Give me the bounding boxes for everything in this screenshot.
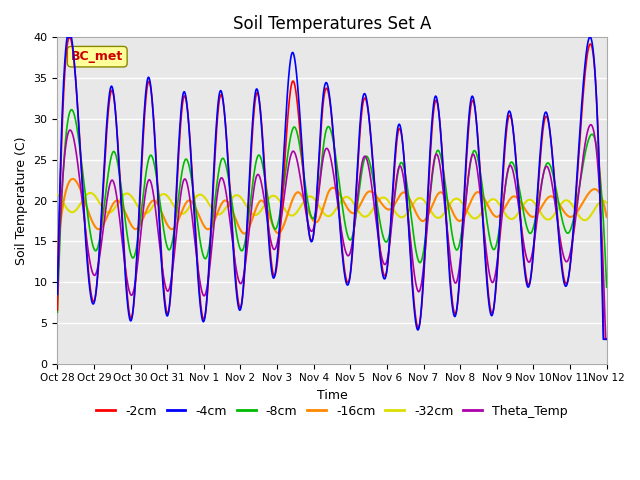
-32cm — [288, 213, 296, 218]
-16cm — [116, 200, 124, 205]
-8cm — [54, 310, 61, 315]
-4cm — [533, 198, 541, 204]
-2cm — [600, 336, 607, 342]
-16cm — [533, 212, 541, 217]
Title: Soil Temperatures Set A: Soil Temperatures Set A — [233, 15, 431, 33]
-16cm — [603, 214, 611, 220]
-32cm — [603, 200, 611, 206]
-2cm — [116, 180, 124, 185]
-32cm — [149, 204, 157, 209]
Theta_Temp — [148, 187, 156, 192]
Line: -8cm: -8cm — [58, 109, 607, 312]
X-axis label: Time: Time — [317, 389, 348, 402]
Theta_Temp — [603, 336, 611, 342]
-32cm — [86, 190, 94, 196]
-32cm — [54, 192, 61, 197]
-8cm — [116, 177, 124, 182]
-8cm — [68, 107, 76, 112]
Theta_Temp — [592, 143, 600, 149]
-2cm — [533, 204, 541, 210]
-4cm — [288, 50, 296, 56]
-2cm — [149, 105, 157, 111]
-4cm — [149, 107, 157, 112]
Line: -2cm: -2cm — [58, 37, 607, 339]
-16cm — [592, 187, 600, 192]
-16cm — [264, 209, 272, 215]
Line: -32cm: -32cm — [58, 193, 607, 220]
-4cm — [603, 336, 611, 342]
-32cm — [264, 196, 272, 202]
-2cm — [603, 336, 611, 342]
-8cm — [149, 156, 157, 161]
-2cm — [592, 86, 600, 92]
-2cm — [288, 80, 296, 85]
-2cm — [65, 35, 73, 40]
Legend: -2cm, -4cm, -8cm, -16cm, -32cm, Theta_Temp: -2cm, -4cm, -8cm, -16cm, -32cm, Theta_Te… — [92, 400, 573, 423]
-32cm — [116, 196, 124, 202]
Theta_Temp — [264, 222, 272, 228]
Text: BC_met: BC_met — [71, 50, 124, 63]
-4cm — [592, 87, 600, 93]
-4cm — [600, 336, 607, 342]
-2cm — [54, 307, 61, 313]
Theta_Temp — [587, 122, 595, 128]
-8cm — [592, 141, 600, 146]
-16cm — [288, 198, 296, 204]
-32cm — [593, 204, 600, 210]
-16cm — [149, 198, 157, 204]
-8cm — [533, 208, 541, 214]
Theta_Temp — [54, 287, 61, 293]
-4cm — [63, 35, 71, 40]
-2cm — [264, 220, 272, 226]
-32cm — [581, 217, 589, 223]
Theta_Temp — [533, 220, 541, 226]
-16cm — [54, 249, 61, 254]
Line: -16cm: -16cm — [58, 179, 607, 252]
Y-axis label: Soil Temperature (C): Soil Temperature (C) — [15, 136, 28, 265]
-8cm — [288, 128, 296, 134]
Theta_Temp — [116, 219, 124, 225]
Line: -4cm: -4cm — [58, 37, 607, 339]
Theta_Temp — [288, 150, 296, 156]
-8cm — [264, 197, 272, 203]
-32cm — [533, 204, 541, 209]
-4cm — [116, 184, 124, 190]
-16cm — [68, 176, 76, 182]
Theta_Temp — [602, 336, 609, 342]
-8cm — [603, 284, 611, 290]
Line: Theta_Temp: Theta_Temp — [58, 125, 607, 339]
-4cm — [54, 291, 61, 297]
-4cm — [264, 229, 272, 235]
